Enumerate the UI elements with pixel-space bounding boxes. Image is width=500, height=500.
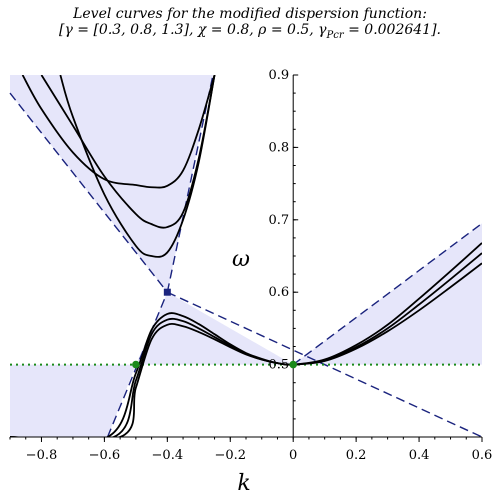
tick-labels: −0.8 −0.6 −0.4 −0.2 0 0.2 0.4 0.6 0.5 0.6 0.7 0.8 0.… <box>26 68 493 496</box>
y-tick-label-1: 0.6 <box>269 285 290 300</box>
chart-title-line2-main: [γ = [0.3, 0.8, 1.3], χ = 0.8, ρ = 0.5, … <box>58 22 327 38</box>
y-tick-label-3: 0.8 <box>269 140 290 155</box>
y-tick-label-0: 0.5 <box>269 358 290 373</box>
level-curve-2 <box>10 242 482 437</box>
circle-marker-0 <box>132 360 140 369</box>
x-axis-label: k <box>237 471 250 496</box>
circle-marker-1 <box>289 360 298 369</box>
shaded-lower-left <box>10 364 136 437</box>
x-tick-label-2: −0.4 <box>152 448 184 463</box>
square-marker-2 <box>163 288 171 296</box>
chart-title-subscript: Pcr <box>326 29 344 41</box>
axes <box>9 74 483 442</box>
x-tick-label-4: 0 <box>289 448 297 463</box>
asymptote-line-4 <box>292 222 483 366</box>
x-tick-label-0: −0.8 <box>26 448 58 463</box>
x-tick-label-5: 0.2 <box>346 448 367 463</box>
asymptote-line-0 <box>9 92 168 293</box>
asymptote-line-3 <box>167 291 483 438</box>
y-tick-label-2: 0.7 <box>269 213 290 228</box>
x-tick-label-1: −0.6 <box>89 448 121 463</box>
level-curve-5 <box>21 75 216 189</box>
shaded-upper-wedge <box>10 75 213 293</box>
x-tick-label-3: −0.2 <box>214 448 246 463</box>
level-curve-4 <box>40 75 216 229</box>
chart-title-line1: Level curves for the modified dispersion… <box>73 6 427 22</box>
x-tick-label-6: 0.4 <box>409 448 430 463</box>
y-tick-label-4: 0.9 <box>269 68 290 83</box>
y-axis-label: ω <box>232 247 250 272</box>
x-tick-label-7: 0.6 <box>472 448 493 463</box>
chart-title-line2-end: = 0.002641]. <box>343 22 441 38</box>
level-curves <box>10 75 482 437</box>
asymptote-line-1 <box>166 74 214 293</box>
special-points <box>132 288 298 369</box>
shaded-middle-wedge <box>135 292 294 365</box>
chart-title-line2: [γ = [0.3, 0.8, 1.3], χ = 0.8, ρ = 0.5, … <box>0 22 500 41</box>
